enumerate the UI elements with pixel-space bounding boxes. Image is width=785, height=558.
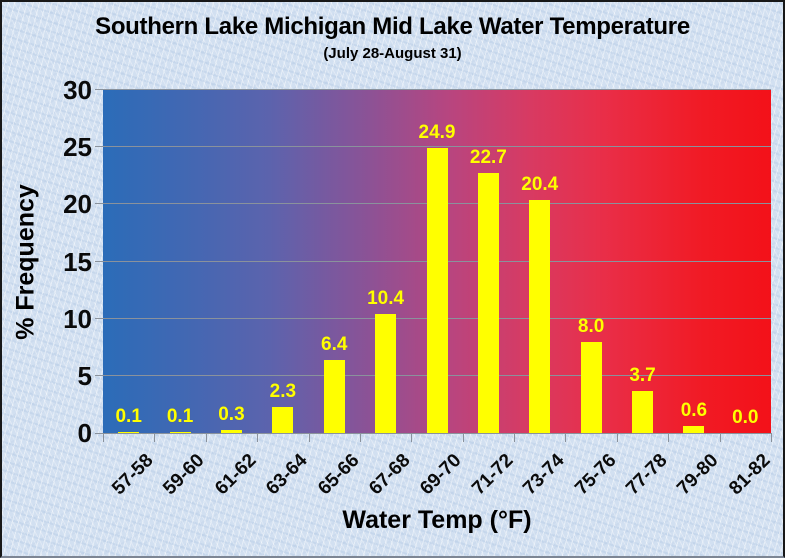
- x-category-label: 81-82: [724, 450, 775, 500]
- x-tick-mark: [514, 433, 516, 442]
- x-tick-mark: [411, 433, 413, 442]
- x-tick-mark: [205, 433, 207, 442]
- x-category-label: 79-80: [673, 450, 723, 500]
- bar-value-label: 10.4: [367, 288, 405, 309]
- x-category-label: 65-66: [313, 450, 364, 500]
- gridline-25: [95, 146, 771, 148]
- y-tick-label: 15: [63, 246, 92, 277]
- x-tick-mark: [154, 433, 156, 442]
- x-tick-mark: [257, 433, 259, 442]
- x-tick-mark: [308, 433, 310, 442]
- y-tick-label: 20: [63, 189, 92, 220]
- x-tick-mark: [719, 433, 721, 442]
- bar-79-80: [683, 426, 705, 433]
- x-category-label: 57-58: [108, 450, 158, 500]
- y-tick-label: 5: [77, 360, 92, 391]
- x-category-label: 75-76: [570, 450, 621, 500]
- bar-value-label: 3.7: [629, 365, 656, 386]
- x-axis-line: [95, 433, 771, 434]
- x-category-label: 59-60: [159, 450, 209, 500]
- bar-77-78: [632, 391, 654, 433]
- bar-65-66: [323, 360, 345, 433]
- bar-value-label: 0.6: [680, 400, 708, 421]
- x-category-label: 61-62: [211, 450, 261, 500]
- gridline-30: [95, 89, 771, 90]
- bar-63-64: [272, 407, 294, 433]
- x-tick-mark: [771, 433, 772, 442]
- x-category-label: 69-70: [416, 450, 466, 500]
- bar-75-76: [580, 342, 602, 433]
- x-tick-mark: [668, 433, 670, 442]
- bar-73-74: [529, 200, 551, 433]
- chart-title: Southern Lake Michigan Mid Lake Water Te…: [95, 13, 690, 40]
- bar-value-label: 0.0: [732, 407, 759, 428]
- bar-value-label: 6.4: [321, 334, 348, 355]
- x-tick-mark: [462, 433, 464, 442]
- y-tick-label: 0: [77, 418, 92, 448]
- chart-subtitle: (July 28-August 31): [323, 45, 462, 62]
- x-category-label: 71-72: [468, 450, 518, 500]
- x-tick-mark: [616, 433, 618, 442]
- bar-value-label: 0.3: [218, 404, 245, 425]
- bar-value-label: 22.7: [469, 147, 507, 168]
- bar-value-label: 2.3: [269, 381, 297, 402]
- bar-value-label: 0.1: [166, 406, 194, 427]
- bar-61-62: [220, 430, 242, 433]
- bar-59-60: [169, 432, 191, 433]
- x-tick-mark: [103, 433, 104, 442]
- bar-57-58: [118, 432, 140, 433]
- x-tick-mark: [565, 433, 567, 442]
- x-category-label: 67-68: [365, 450, 415, 500]
- x-category-label: 63-64: [262, 450, 312, 500]
- y-tick-label: 30: [63, 75, 92, 105]
- y-tick-label: 10: [63, 303, 92, 334]
- x-axis-title: Water Temp (°F): [342, 506, 532, 534]
- x-category-label: 77-78: [622, 450, 672, 500]
- bar-67-68: [375, 314, 397, 433]
- x-category-label: 73-74: [519, 450, 569, 500]
- bar-value-label: 0.1: [115, 406, 142, 427]
- y-tick-label: 25: [63, 132, 92, 163]
- bar-value-label: 24.9: [418, 122, 456, 143]
- bar-value-label: 8.0: [577, 316, 605, 337]
- bar-value-label: 20.4: [521, 174, 559, 195]
- x-tick-mark: [359, 433, 361, 442]
- bar-69-70: [426, 148, 448, 433]
- bar-71-72: [477, 173, 499, 433]
